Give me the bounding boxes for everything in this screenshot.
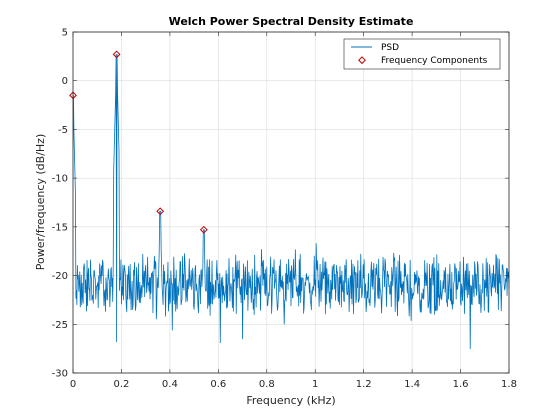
x-tick-label: 1.6 (453, 379, 469, 390)
legend: PSD Frequency Components (343, 38, 501, 70)
plot-area (73, 32, 509, 373)
y-tick-label: -25 (52, 320, 68, 331)
x-tick-label: 1.4 (404, 379, 420, 390)
legend-components-label: Frequency Components (381, 56, 488, 66)
x-tick-label: 0.2 (113, 379, 129, 390)
legend-box (343, 38, 501, 70)
y-tick-label: 5 (62, 28, 68, 39)
axes-box (72, 31, 510, 374)
frequency-component-marker (156, 207, 165, 216)
legend-psd-label: PSD (381, 43, 399, 53)
x-tick-label: 1 (312, 379, 318, 390)
y-tick-label: -10 (52, 174, 68, 185)
x-axis-label: Frequency (kHz) (246, 394, 335, 407)
frequency-component-marker (112, 50, 121, 59)
y-tick-label: -15 (52, 222, 68, 233)
psd-line (73, 54, 510, 350)
x-tick-label: 1.8 (501, 379, 517, 390)
x-tick-label: 0 (70, 379, 76, 390)
x-tick-label: 0.6 (210, 379, 226, 390)
x-tick-label: 0.8 (259, 379, 275, 390)
x-tick-label: 0.4 (162, 379, 178, 390)
y-axis-label: Power/frequency (dB/Hz) (34, 134, 47, 271)
tick-layer: 0 0.2 0.4 0.6 0.8 1 1.2 1.4 1.6 1.8 5 0 -5 -10 -15 -20 -… (52, 28, 517, 391)
x-tick-label: 1.2 (356, 379, 372, 390)
data-layer (69, 50, 510, 350)
y-tick-label: -30 (52, 369, 68, 380)
legend-diamond-marker (358, 56, 366, 65)
y-tick-label: -5 (58, 125, 68, 136)
frequency-component-marker (199, 225, 208, 234)
y-tick-label: 0 (62, 76, 68, 87)
y-tick-label: -20 (52, 271, 68, 282)
chart-title: Welch Power Spectral Density Estimate (169, 15, 414, 28)
